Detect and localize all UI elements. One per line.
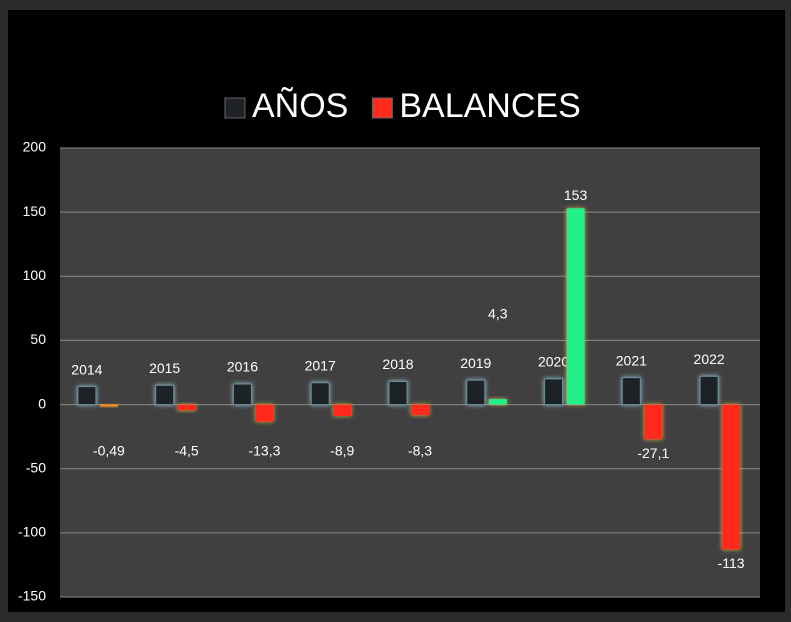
legend-label: BALANCES xyxy=(399,87,580,125)
bar xyxy=(699,375,719,406)
plot-area xyxy=(60,148,760,597)
bar xyxy=(466,379,486,406)
bar xyxy=(488,399,507,405)
category-label: 2017 xyxy=(305,357,336,373)
category-label: 2018 xyxy=(382,356,413,372)
bar xyxy=(77,386,97,406)
bar xyxy=(155,384,175,406)
legend-label: AÑOS xyxy=(252,87,348,125)
category-label: 2021 xyxy=(616,352,647,368)
value-label: -13,3 xyxy=(248,442,280,458)
y-tick-label: 200 xyxy=(23,139,47,155)
bar xyxy=(99,404,118,407)
value-label: 153 xyxy=(564,187,588,203)
bar xyxy=(255,404,274,422)
value-label: -8,3 xyxy=(408,442,432,458)
legend-swatch xyxy=(371,97,393,119)
legend-swatch xyxy=(224,97,246,119)
bar xyxy=(411,404,429,416)
bar xyxy=(310,382,330,406)
bar xyxy=(722,404,741,550)
value-label: 4,3 xyxy=(488,305,508,321)
bar xyxy=(177,404,196,411)
y-tick-label: -100 xyxy=(18,524,46,540)
category-label: 2015 xyxy=(149,360,180,376)
category-label: 2019 xyxy=(460,355,491,371)
category-label: 2014 xyxy=(71,361,102,377)
category-label: 2022 xyxy=(694,351,725,367)
category-label: 2016 xyxy=(227,359,258,375)
bar xyxy=(388,380,408,406)
bar xyxy=(333,404,352,416)
value-label: -0,49 xyxy=(93,442,125,458)
bar xyxy=(566,208,585,405)
y-tick-label: -50 xyxy=(26,459,46,475)
y-tick-label: -150 xyxy=(18,588,46,604)
y-tick-label: 0 xyxy=(38,395,46,411)
bar xyxy=(544,378,564,406)
bar xyxy=(644,404,663,440)
y-tick-label: 100 xyxy=(23,267,47,283)
bar xyxy=(232,383,252,406)
y-tick-label: 150 xyxy=(23,203,47,219)
value-label: -8,9 xyxy=(330,442,354,458)
category-label: 2020 xyxy=(538,354,569,370)
bar xyxy=(621,377,641,406)
y-tick-label: 50 xyxy=(30,331,46,347)
value-label: -27,1 xyxy=(637,445,669,461)
value-label: -4,5 xyxy=(175,442,199,458)
value-label: -113 xyxy=(718,555,745,571)
